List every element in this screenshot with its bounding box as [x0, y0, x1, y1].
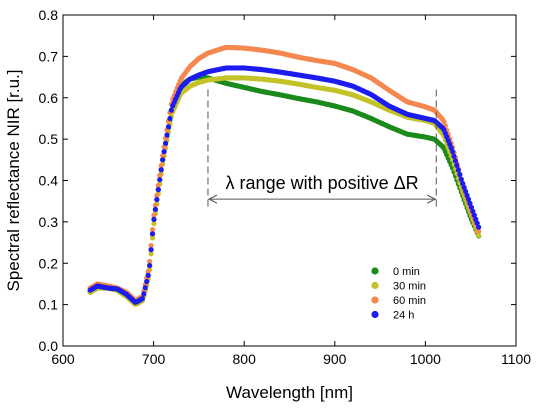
data-point	[151, 212, 157, 218]
data-point	[154, 196, 160, 203]
data-point	[152, 206, 159, 213]
data-point	[160, 157, 166, 163]
y-tick-label: 0.6	[39, 90, 59, 106]
data-point	[145, 268, 151, 275]
y-axis-title: Spectral reflectance NIR [r.u.]	[4, 69, 23, 291]
legend-marker	[371, 296, 379, 304]
data-point	[467, 200, 473, 206]
data-point	[157, 172, 163, 179]
data-point	[161, 148, 167, 155]
data-point	[168, 107, 174, 113]
data-point	[470, 208, 476, 214]
y-tick-label: 0.0	[39, 338, 59, 354]
x-tick-label: 800	[233, 351, 257, 367]
data-point	[473, 216, 479, 222]
legend-marker	[371, 310, 379, 319]
data-point	[454, 162, 460, 169]
data-point	[165, 124, 172, 130]
data-point	[160, 153, 166, 159]
data-point	[152, 202, 159, 208]
axes: 600 700 800 900 1000 1100 0.0 0.1 0.2 0.3 0.4 0.5 0.…	[39, 7, 532, 367]
data-point	[164, 132, 170, 138]
data-point	[455, 167, 461, 173]
data-point	[441, 118, 447, 125]
y-tick-label: 0.3	[39, 214, 59, 230]
data-point	[148, 247, 154, 253]
data-point	[449, 148, 456, 155]
data-point	[148, 242, 154, 249]
x-tick-label: 900	[323, 351, 347, 367]
data-point	[471, 212, 477, 218]
legend-label: 0 min	[393, 266, 420, 278]
y-tick-label: 0.4	[39, 173, 59, 189]
data-point	[464, 192, 470, 198]
x-tick-label: 700	[142, 351, 166, 367]
data-point	[144, 278, 150, 285]
annotation-label: λ range with positive ΔR	[226, 173, 419, 193]
data-point	[460, 180, 466, 187]
data-point	[476, 228, 482, 234]
data-point	[158, 163, 164, 169]
data-point	[149, 227, 156, 233]
x-axis-title: Wavelength [nm]	[226, 383, 353, 402]
data-point	[139, 296, 145, 302]
data-point	[461, 184, 467, 191]
data-point	[149, 235, 156, 241]
legend: 0 min 30 min 60 min 24 h	[371, 266, 426, 322]
data-point	[151, 220, 157, 227]
y-tick-label: 0.8	[39, 7, 59, 23]
data-point	[142, 285, 148, 291]
x-tick-label: 1000	[410, 351, 441, 367]
data-point	[167, 115, 173, 122]
legend-marker	[371, 267, 379, 275]
data-point	[141, 291, 147, 297]
legend-label: 30 min	[393, 281, 426, 293]
data-point	[465, 196, 472, 202]
data-point	[463, 188, 469, 195]
data-point	[147, 262, 153, 269]
data-point	[458, 176, 464, 182]
data-point	[474, 220, 480, 226]
series-24-h	[87, 65, 482, 305]
data-point	[155, 187, 161, 193]
legend-label: 60 min	[393, 295, 426, 307]
y-tick-label: 0.5	[39, 131, 59, 147]
data-point	[148, 251, 154, 257]
data-point	[457, 172, 463, 178]
data-point	[468, 204, 475, 210]
legend-label: 24 h	[393, 310, 414, 322]
y-tick-label: 0.1	[39, 297, 59, 313]
legend-marker	[371, 281, 379, 290]
data-point	[151, 216, 157, 222]
data-point	[451, 153, 457, 159]
data-point	[147, 258, 153, 265]
annotation-arrowhead-right	[427, 194, 437, 204]
series-60-min	[87, 44, 482, 303]
y-tick-label: 0.2	[39, 255, 59, 271]
data-point	[145, 272, 151, 278]
x-tick-label: 1100	[501, 351, 531, 367]
data-point	[162, 140, 169, 146]
y-tick-label: 0.7	[39, 48, 59, 64]
data-point	[476, 224, 482, 230]
data-point	[149, 231, 156, 237]
data-point	[476, 232, 482, 239]
annotation-arrowhead-left	[207, 194, 218, 204]
data-point	[158, 167, 164, 173]
data-point	[155, 182, 161, 189]
data-point	[157, 177, 163, 183]
data-point	[452, 158, 459, 164]
plot-marks	[87, 44, 482, 307]
data-point	[154, 192, 160, 198]
x-tick-label: 600	[51, 351, 75, 367]
annotation: λ range with positive ΔR	[207, 89, 437, 208]
